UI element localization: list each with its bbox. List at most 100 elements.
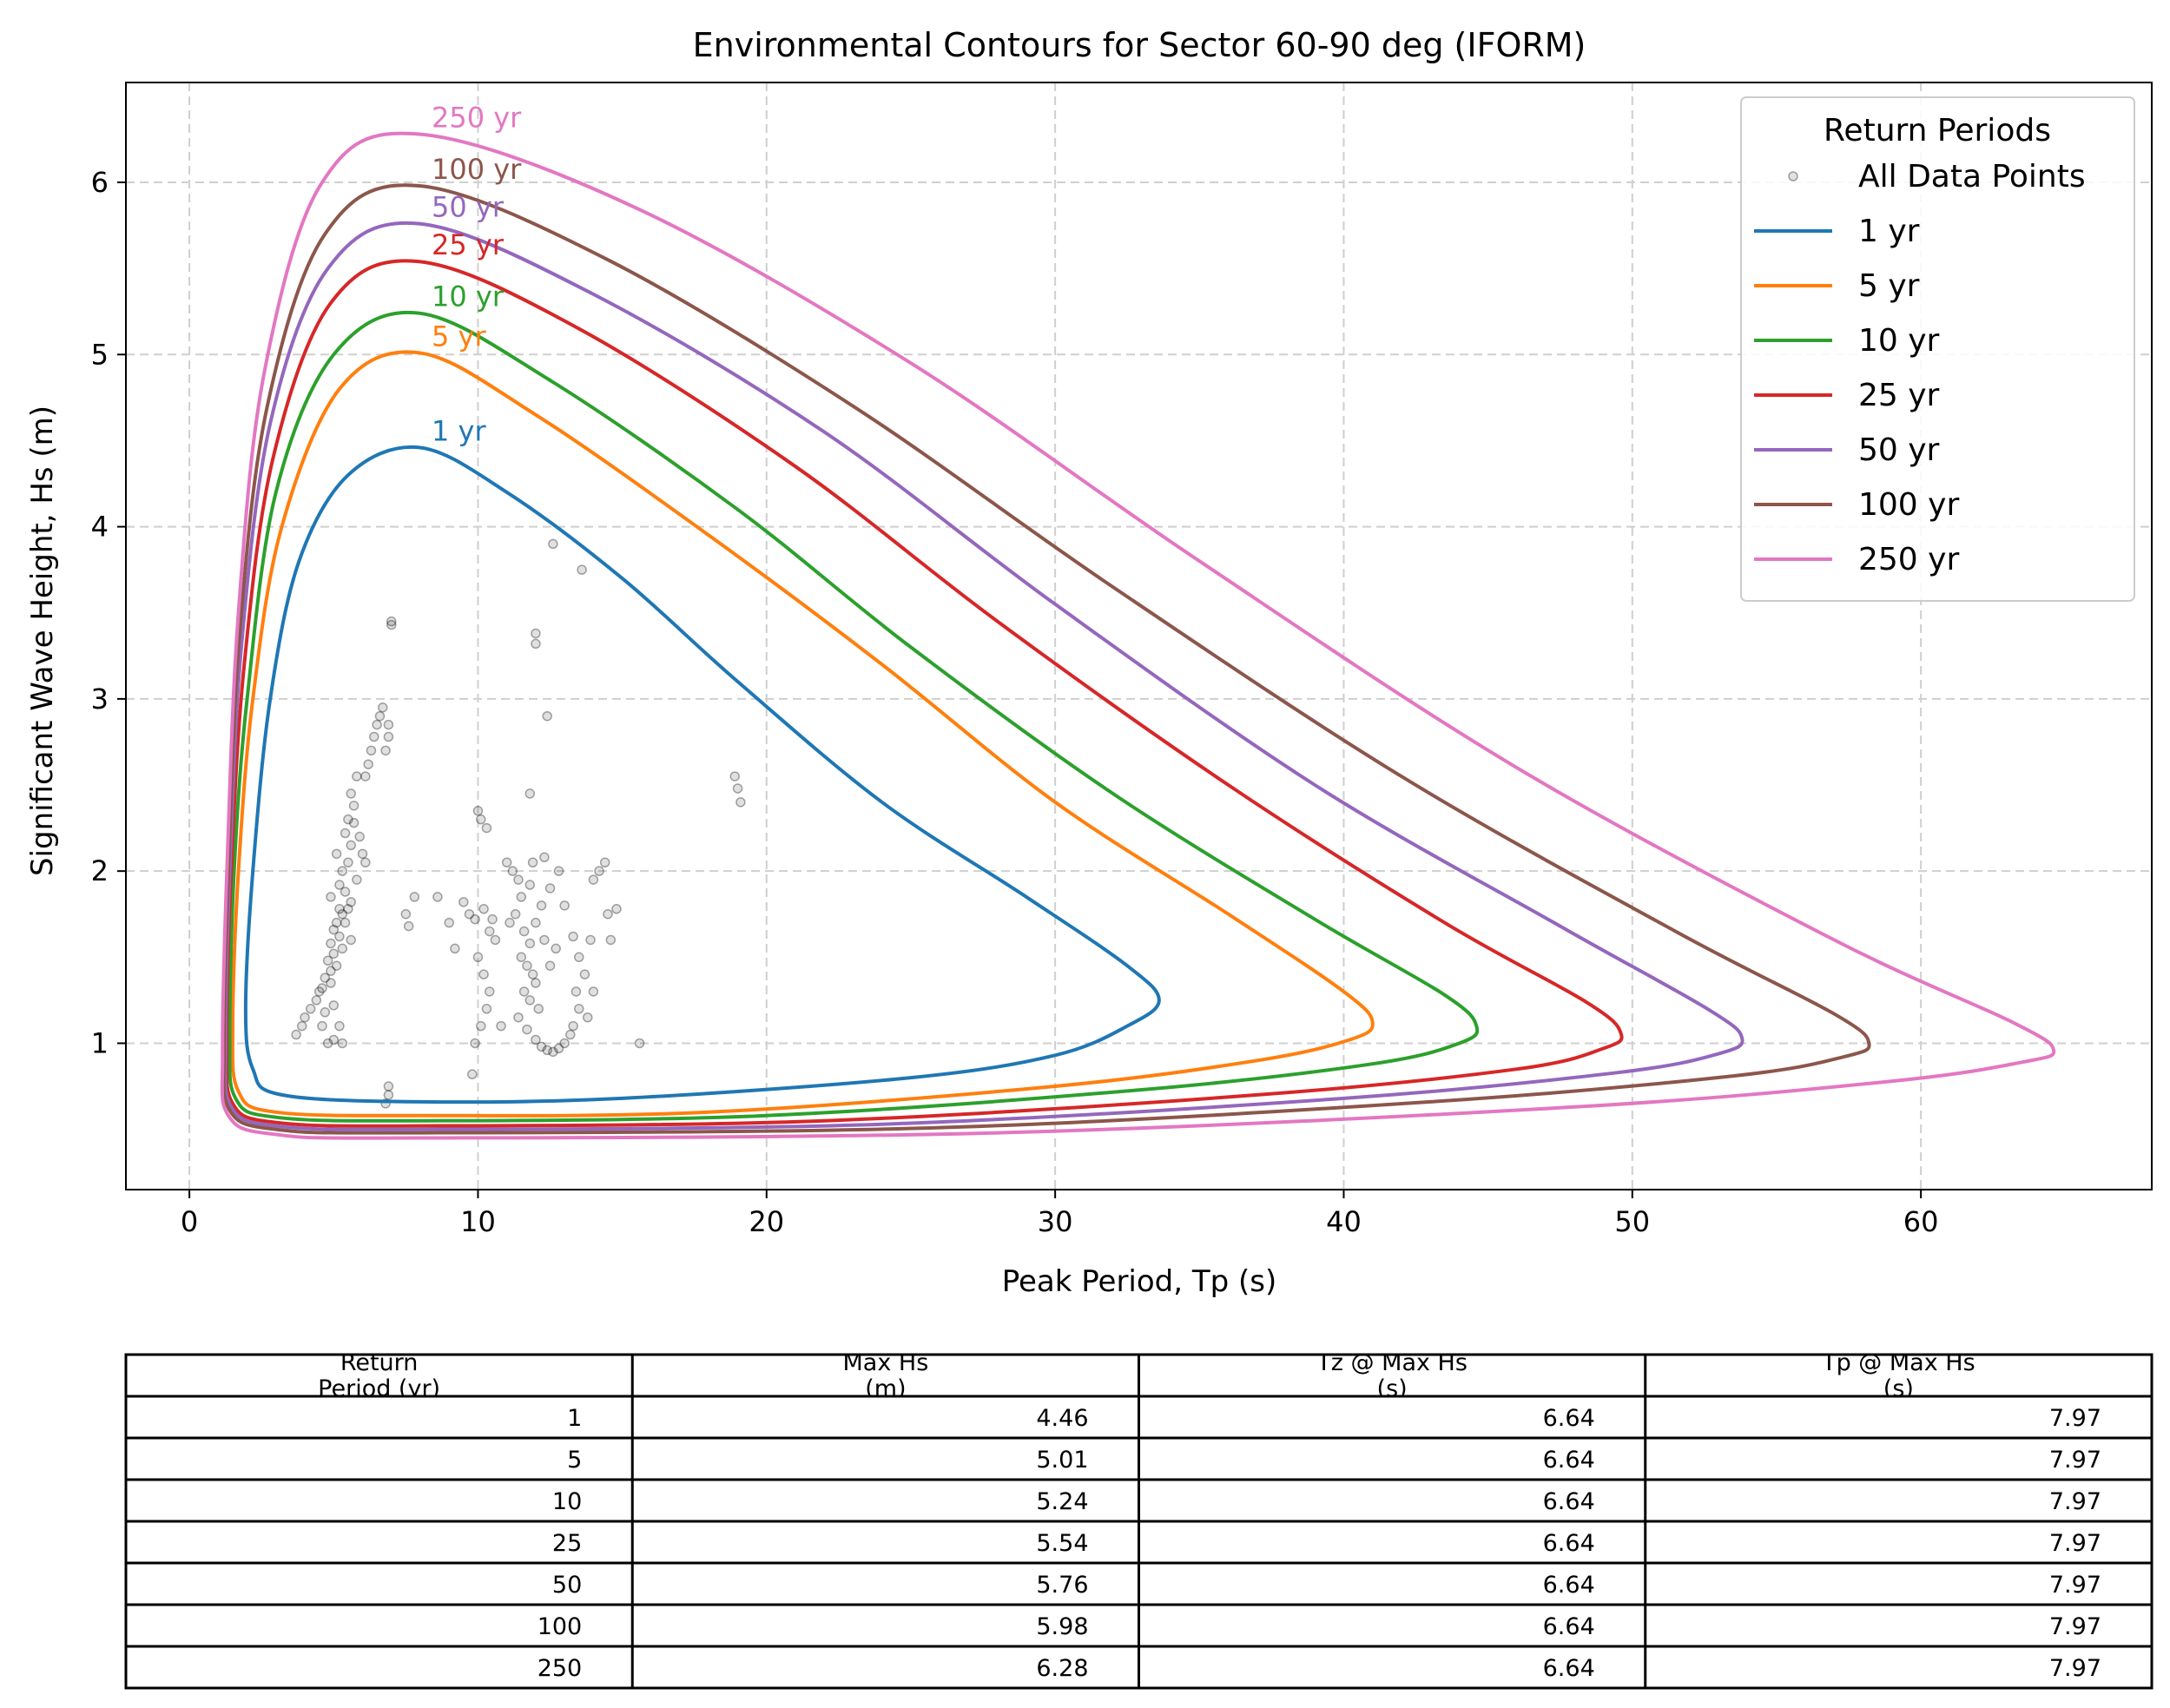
y-tick-label: 5 (91, 338, 109, 371)
scatter-point (383, 719, 394, 730)
scatter-point (470, 913, 480, 925)
y-tick-label: 6 (91, 166, 109, 199)
axis-ticks: 0 10 20 30 40 50 60 1 2 3 4 5 6 (91, 166, 1939, 1238)
scatter-point (346, 897, 356, 907)
scatter-point (305, 1004, 316, 1014)
scatter-point (536, 900, 547, 911)
scatter-point (513, 1012, 524, 1023)
contour-label-50-yr: 50 yr (432, 191, 505, 224)
scatter-point (340, 828, 351, 839)
scatter-point (501, 857, 512, 868)
table-cell: 6.64 (1543, 1655, 1595, 1682)
scatter-point (346, 788, 356, 799)
scatter-point (518, 926, 530, 937)
scatter-point (467, 1069, 478, 1079)
scatter-point (432, 892, 443, 902)
y-tick-label: 2 (91, 854, 109, 887)
scatter-point (348, 817, 359, 828)
scatter-point (343, 814, 353, 825)
legend-entry-label: 100 yr (1858, 487, 1959, 523)
scatter-point (548, 538, 558, 550)
scatter-point (611, 904, 622, 914)
scatter-point (553, 866, 564, 876)
scatter-point (531, 628, 541, 639)
legend-box (1740, 96, 2135, 602)
scatter-point (360, 857, 371, 868)
table-header: Return Period (yr) Max Hs (m) Tz @ Max Hs (s)… (318, 1355, 1975, 1396)
table-cell: 50 (552, 1572, 582, 1599)
table-cell: 100 (538, 1613, 583, 1640)
scatter-point (386, 619, 397, 630)
table-cell: 7.97 (2049, 1530, 2101, 1557)
legend: Return Periods All Data Points 1 yr 5 yr 10… (1740, 96, 2135, 602)
scatter-point (334, 931, 345, 942)
table-cell: 7.97 (2049, 1405, 2101, 1432)
scatter-point (458, 897, 469, 907)
y-tick-label: 3 (91, 683, 109, 716)
scatter-point (296, 1020, 307, 1032)
x-tick-label: 40 (1326, 1205, 1362, 1238)
contour-labels: 1 yr 5 yr 10 yr 25 yr 50 yr 100 yr 250 yr (432, 101, 522, 447)
table-cell: 5.98 (1036, 1613, 1088, 1640)
contour-1-yr (243, 445, 1161, 1105)
scatter-point (380, 745, 391, 756)
scatter-point (352, 874, 362, 885)
scatter-point (599, 857, 610, 868)
scatter-point (331, 917, 342, 928)
scatter-point (527, 969, 538, 979)
table-cell: 5.01 (1036, 1447, 1088, 1474)
legend-title: Return Periods (1824, 113, 2051, 148)
scatter-point (577, 564, 587, 575)
legend-entry-label: 10 yr (1858, 323, 1940, 359)
scatter-point (553, 1043, 564, 1054)
scatter-point (478, 904, 489, 914)
table-cell: 6.64 (1543, 1613, 1595, 1640)
scatter-point (374, 710, 386, 722)
scatter-point (476, 814, 486, 825)
scatter-point (337, 908, 348, 920)
x-tick-label: 50 (1614, 1205, 1650, 1238)
scatter-point (484, 986, 495, 997)
scatter-point (487, 913, 498, 925)
scatter-point (337, 943, 348, 954)
scatter-point (603, 908, 613, 920)
scatter-point (735, 797, 746, 808)
x-tick-label: 60 (1903, 1205, 1939, 1238)
contour-250-yr (220, 131, 2056, 1140)
table-cell: 5.54 (1036, 1530, 1088, 1557)
scatter-point (346, 934, 356, 946)
y-tick-label: 1 (91, 1026, 109, 1059)
scatter-point (510, 908, 521, 920)
y-axis-label: Significant Wave Height, Hs (m) (25, 406, 60, 876)
table-cell: 6.64 (1543, 1488, 1595, 1515)
scatter-point (531, 978, 541, 988)
scatter-point (472, 952, 484, 963)
scatter-point (340, 887, 351, 897)
scatter-point (585, 934, 596, 946)
scatter-point (539, 852, 550, 863)
table-cell: 10 (552, 1488, 582, 1515)
scatter-point (334, 1020, 345, 1032)
plot-frame (125, 82, 2153, 1190)
scatter-point (605, 934, 617, 946)
scatter-point (522, 1024, 532, 1035)
scatter-point (337, 1038, 348, 1049)
chart-title: Environmental Contours for Sector 60-90 … (693, 26, 1586, 64)
contour-25-yr (225, 259, 1624, 1128)
scatter-point (594, 866, 604, 876)
scatter-point (366, 745, 377, 756)
legend-entry-label: 50 yr (1858, 432, 1940, 468)
scatter-point (588, 874, 599, 885)
table-cell: 25 (552, 1530, 582, 1557)
scatter-point (513, 874, 524, 885)
scatter-point (326, 938, 336, 949)
y-tick-label: 4 (91, 511, 109, 544)
scatter-point (505, 917, 515, 928)
scatter-point (328, 1034, 340, 1045)
contour-label-250-yr: 250 yr (432, 101, 522, 134)
scatter-point (507, 866, 518, 876)
summary-table: Return Period (yr) Max Hs (m) Tz @ Max Hs (s)… (124, 1353, 2154, 1690)
scatter-point (542, 1045, 552, 1056)
table-cell: 6.64 (1543, 1405, 1595, 1432)
